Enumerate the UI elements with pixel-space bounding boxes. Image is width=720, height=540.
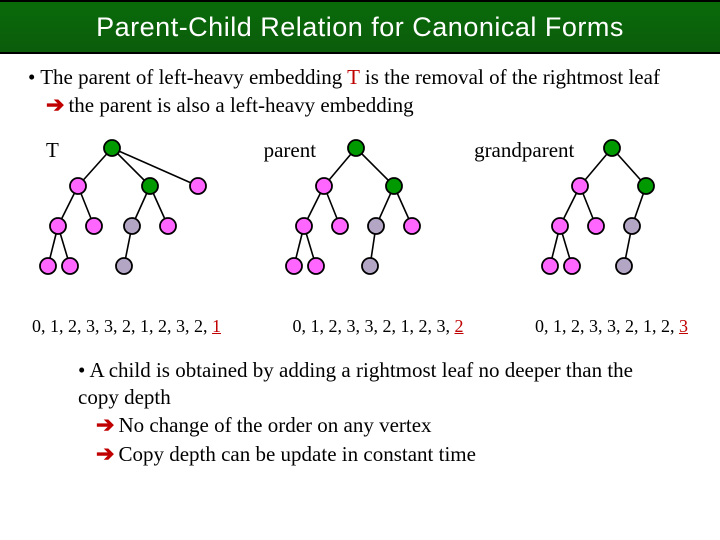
- seq-parent-prefix: 0, 1, 2, 3, 3, 2, 1, 2, 3,: [293, 316, 455, 336]
- tree-node: [116, 258, 132, 274]
- tree-node: [404, 218, 420, 234]
- tree-parent: parent: [254, 130, 476, 310]
- tree-node: [190, 178, 206, 194]
- tree-node: [572, 178, 588, 194]
- tree-node: [104, 140, 120, 156]
- tree-svg-T: [28, 130, 253, 310]
- arrow-icon: ➔: [96, 412, 118, 437]
- tree-node: [386, 178, 402, 194]
- tree-node: [368, 218, 384, 234]
- text-before-T: The parent of left-heavy embedding: [40, 65, 347, 89]
- title-bar: Parent-Child Relation for Canonical Form…: [0, 0, 720, 54]
- tree-node: [638, 178, 654, 194]
- tree-node: [286, 258, 302, 274]
- tree-node: [86, 218, 102, 234]
- seq-parent-hl: 2: [455, 316, 464, 336]
- tree-svg-parent: [254, 130, 484, 310]
- tree-node: [124, 218, 140, 234]
- tree-node: [564, 258, 580, 274]
- page-title: Parent-Child Relation for Canonical Form…: [96, 12, 624, 43]
- tree-node: [160, 218, 176, 234]
- tree-node: [308, 258, 324, 274]
- bottom-arrow-1: ➔No change of the order on any vertex: [78, 411, 652, 440]
- bottom-line-1: A child is obtained by adding a rightmos…: [78, 358, 633, 409]
- tree-node: [62, 258, 78, 274]
- tree-node: [362, 258, 378, 274]
- tree-node: [588, 218, 604, 234]
- tree-node: [296, 218, 312, 234]
- arrow-icon: ➔: [96, 441, 118, 466]
- arrow-icon: ➔: [46, 92, 68, 117]
- tree-node: [70, 178, 86, 194]
- bottom-arrow-2: ➔Copy depth can be update in constant ti…: [78, 440, 652, 469]
- bottom-line-3: Copy depth can be update in constant tim…: [118, 442, 476, 466]
- tree-node: [604, 140, 620, 156]
- text-after-T: is the removal of the rightmost leaf: [360, 65, 660, 89]
- sequence-parent: 0, 1, 2, 3, 3, 2, 1, 2, 3, 2: [293, 316, 464, 337]
- top-line-2: ➔the parent is also a left-heavy embeddi…: [28, 91, 692, 120]
- bottom-line-2: No change of the order on any vertex: [118, 413, 431, 437]
- seq-gp-prefix: 0, 1, 2, 3, 3, 2, 1, 2,: [535, 316, 679, 336]
- tree-grandparent: grandparent: [484, 130, 692, 310]
- tree-node: [142, 178, 158, 194]
- tree-node: [316, 178, 332, 194]
- trees-row: Tparentgrandparent: [28, 130, 692, 310]
- tree-node: [552, 218, 568, 234]
- symbol-T: T: [347, 65, 359, 89]
- tree-node: [332, 218, 348, 234]
- tree-node: [542, 258, 558, 274]
- top-bullet-1: The parent of left-heavy embedding T is …: [28, 64, 692, 91]
- sequence-T: 0, 1, 2, 3, 3, 2, 1, 2, 3, 2, 1: [32, 316, 221, 337]
- seq-gp-hl: 3: [679, 316, 688, 336]
- bottom-bullet: A child is obtained by adding a rightmos…: [78, 357, 652, 412]
- seq-T-prefix: 0, 1, 2, 3, 3, 2, 1, 2, 3, 2,: [32, 316, 212, 336]
- seq-T-hl: 1: [212, 316, 221, 336]
- sequence-row: 0, 1, 2, 3, 3, 2, 1, 2, 3, 2, 1 0, 1, 2,…: [28, 316, 692, 337]
- tree-node: [50, 218, 66, 234]
- bottom-block: A child is obtained by adding a rightmos…: [28, 337, 692, 469]
- tree-node: [40, 258, 56, 274]
- tree-node: [624, 218, 640, 234]
- content-area: The parent of left-heavy embedding T is …: [0, 54, 720, 469]
- top-line-2-text: the parent is also a left-heavy embeddin…: [68, 93, 413, 117]
- tree-node: [348, 140, 364, 156]
- tree-svg-grandparent: [484, 130, 699, 310]
- sequence-grandparent: 0, 1, 2, 3, 3, 2, 1, 2, 3: [535, 316, 688, 337]
- tree-T: T: [28, 130, 246, 310]
- tree-node: [616, 258, 632, 274]
